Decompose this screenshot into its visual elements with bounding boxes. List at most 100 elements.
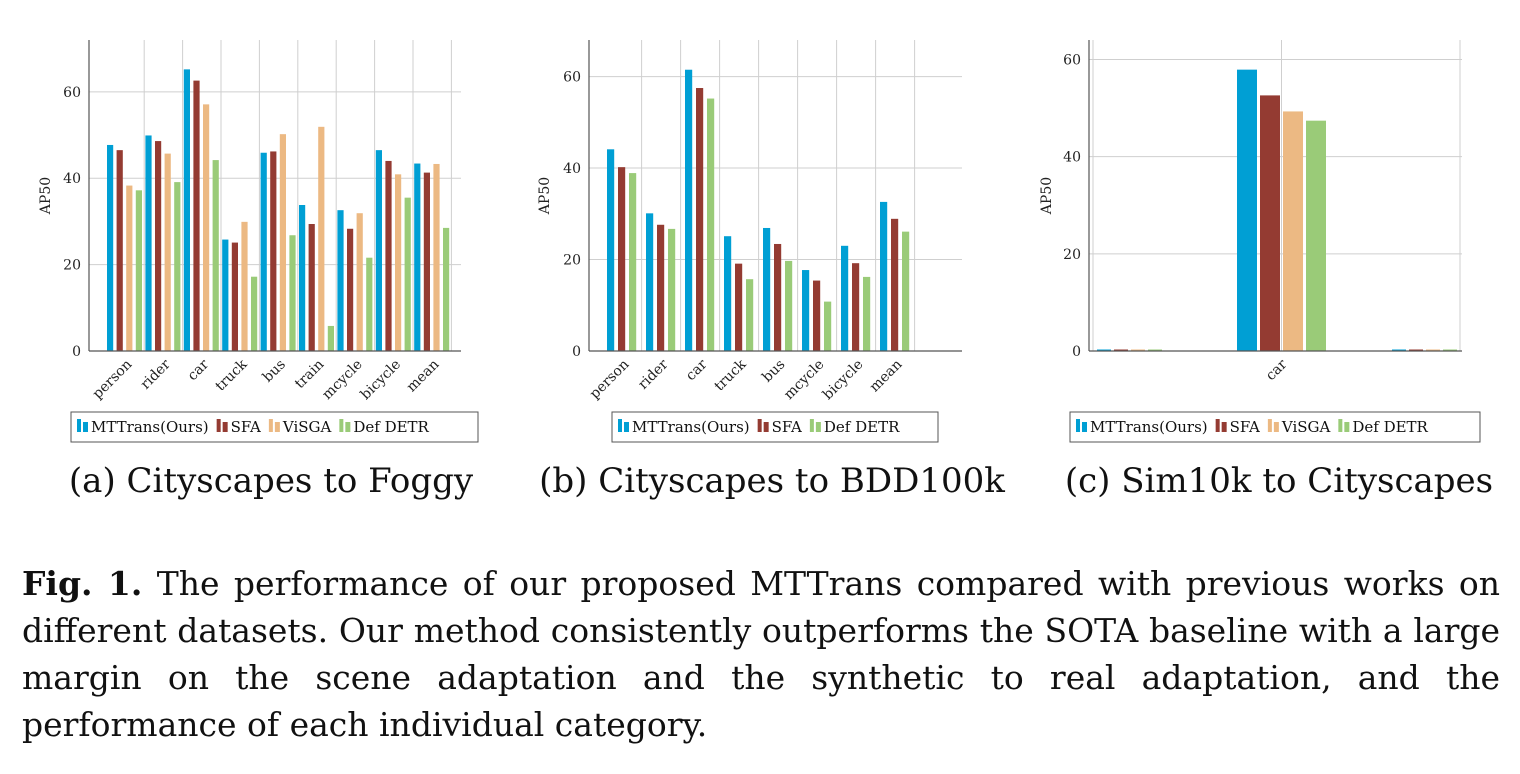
x-tick-label: car xyxy=(185,356,213,384)
legend-swatch xyxy=(757,419,762,432)
bar-def-detr-rider xyxy=(668,228,676,351)
bar-def-detr-mean xyxy=(902,231,910,351)
bar-def-detr-bicycle xyxy=(863,276,871,351)
legend-swatch xyxy=(1215,419,1220,432)
bar-mttrans-ours--truck xyxy=(222,239,229,351)
bar-mttrans-ours--bus xyxy=(763,227,771,351)
bar-mttrans-ours--car xyxy=(1237,69,1257,352)
y-tick-label: 20 xyxy=(563,253,581,269)
baseline-bar xyxy=(1131,349,1145,351)
bar-sfa-truck xyxy=(735,263,743,351)
bar-sfa-bus xyxy=(774,243,782,351)
legend-swatch xyxy=(809,419,814,432)
bar-visga-rider xyxy=(164,153,171,351)
bar-visga-truck xyxy=(241,221,248,351)
x-tick-label: bus xyxy=(260,357,289,386)
bar-visga-car xyxy=(1283,111,1303,351)
legend-entry: ViSGA xyxy=(1281,418,1331,436)
bar-def-detr-rider xyxy=(174,182,181,351)
legend-box xyxy=(70,411,479,443)
bar-sfa-mean xyxy=(423,172,430,351)
legend-swatch xyxy=(1338,419,1343,432)
x-tick-label: mcycle xyxy=(319,357,365,403)
chart-1: 0 20 40 60 person rider car truck bus trainmcycle… xyxy=(38,40,479,501)
legend-swatch xyxy=(274,422,280,432)
legend-swatch xyxy=(77,419,81,432)
bar-visga-car xyxy=(203,104,210,351)
legend-swatch xyxy=(1221,422,1227,432)
y-tick-label: 40 xyxy=(63,171,81,187)
bar-def-detr-bus xyxy=(785,260,793,351)
bar-visga-bus xyxy=(279,134,286,351)
figure-caption: Fig. 1. The performance of our proposed … xyxy=(22,560,1500,748)
legend-swatch xyxy=(222,422,228,432)
bar-def-detr-bus xyxy=(289,235,296,351)
baseline-bar xyxy=(1097,349,1111,351)
legend-entry: Def DETR xyxy=(1352,418,1428,436)
bar-sfa-mcycle xyxy=(813,280,821,351)
legend-swatch xyxy=(1273,422,1279,432)
baseline-bar xyxy=(1114,349,1128,351)
bar-sfa-truck xyxy=(231,242,238,351)
legend-entry: SFA xyxy=(1230,418,1260,436)
bar-sfa-car xyxy=(193,80,200,351)
bar-mttrans-ours--mcycle xyxy=(337,210,344,351)
y-tick-label: 0 xyxy=(572,344,581,360)
legend-swatch xyxy=(1076,419,1080,432)
bar-visga-mcycle xyxy=(356,213,363,351)
legend-swatch xyxy=(83,422,88,432)
bar-mttrans-ours--mean xyxy=(414,163,421,351)
bar-sfa-rider xyxy=(155,141,162,351)
bar-sfa-bicycle xyxy=(852,263,860,351)
legend: MTTrans(Ours) SFA Def DETR xyxy=(611,411,939,443)
y-tick-label: 20 xyxy=(1063,247,1081,263)
bar-sfa-car xyxy=(1260,95,1280,351)
subcaption: (a) Cityscapes to Foggy xyxy=(69,461,474,501)
bar-mttrans-ours--bus xyxy=(260,152,267,351)
legend-swatch xyxy=(618,419,622,432)
legend-swatch xyxy=(268,419,273,432)
bar-mttrans-ours--mcycle xyxy=(802,270,810,351)
baseline-bar xyxy=(1426,349,1440,351)
legend-swatch xyxy=(1082,422,1087,432)
y-axis-label: AP50 xyxy=(537,177,553,215)
x-tick-label: bicycle xyxy=(820,357,867,404)
legend-swatch xyxy=(763,422,769,432)
bar-visga-bicycle xyxy=(395,174,402,351)
bar-def-detr-mean xyxy=(443,227,450,351)
bar-def-detr-mcycle xyxy=(366,257,373,351)
bar-mttrans-ours--car xyxy=(183,69,190,351)
bar-def-detr-train xyxy=(327,325,334,351)
bar-def-detr-bicycle xyxy=(404,197,411,351)
y-axis-label: AP50 xyxy=(1039,177,1055,215)
y-axis-label: AP50 xyxy=(38,177,54,215)
x-tick-label: rider xyxy=(635,356,671,392)
figure-caption-text: The performance of our proposed MTTrans … xyxy=(22,564,1501,744)
y-tick-label: 60 xyxy=(1063,52,1081,68)
x-tick-label: bicycle xyxy=(358,357,405,404)
bar-visga-train xyxy=(318,126,325,351)
bar-mttrans-ours--car xyxy=(685,69,693,352)
y-tick-label: 40 xyxy=(1063,150,1081,166)
legend-swatch xyxy=(624,422,629,432)
baseline-bar xyxy=(1409,349,1423,351)
legend-box xyxy=(611,411,939,443)
subcaption: (c) Sim10k to Cityscapes xyxy=(1065,461,1493,501)
bar-sfa-rider xyxy=(657,224,665,351)
bar-def-detr-mcycle xyxy=(824,301,832,351)
legend-entry: SFA xyxy=(231,418,261,436)
x-tick-label: car xyxy=(683,356,711,384)
x-tick-label: mean xyxy=(867,357,906,396)
legend: MTTrans(Ours) SFA ViSGA Def DETR xyxy=(70,411,479,443)
bar-mttrans-ours--mean xyxy=(880,201,888,351)
legend-entry: Def DETR xyxy=(824,418,900,436)
bar-mttrans-ours--bicycle xyxy=(841,245,849,351)
legend-entry: ViSGA xyxy=(282,418,332,436)
chart-2: 0 20 40 60 person rider car truck busmcyclebicyc… xyxy=(537,40,1005,501)
x-tick-label: rider xyxy=(138,356,174,392)
bar-def-detr-car xyxy=(707,98,715,352)
legend-entry: SFA xyxy=(772,418,802,436)
y-tick-label: 60 xyxy=(63,85,81,101)
bar-mttrans-ours--rider xyxy=(646,213,654,351)
